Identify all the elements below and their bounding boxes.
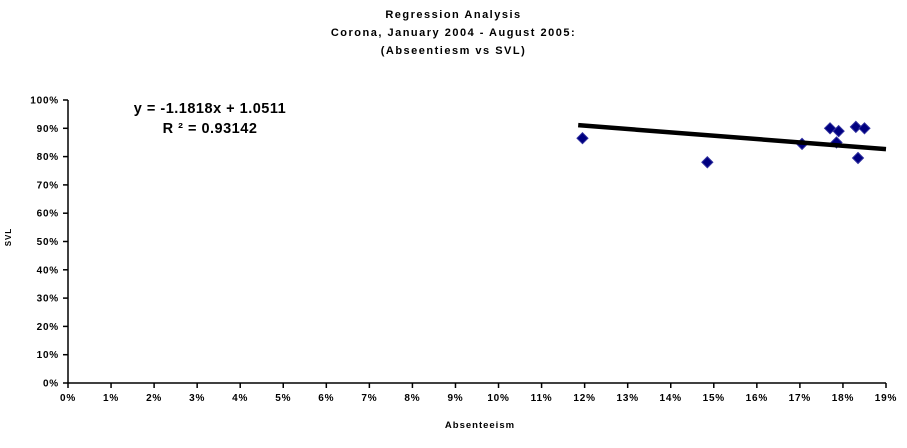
x-tick-label: 18% (832, 393, 854, 404)
x-tick-label: 3% (189, 393, 205, 404)
x-tick-label: 12% (573, 393, 595, 404)
x-tick-label: 5% (275, 393, 291, 404)
data-point (858, 122, 871, 135)
chart-title-line-3: (Abseentiesm vs SVL) (380, 45, 527, 57)
y-tick-label: 80% (37, 152, 59, 163)
y-tick-label: 50% (37, 237, 59, 248)
x-tick-label: 8% (404, 393, 420, 404)
chart-title-line-2: Corona, January 2004 - August 2005: (330, 27, 577, 39)
x-tick-label: 7% (361, 393, 377, 404)
x-tick-label: 9% (447, 393, 463, 404)
trendline-r-squared: R ² = 0.93142 (162, 121, 258, 137)
x-tick-label: 16% (746, 393, 768, 404)
trendline (577, 122, 887, 152)
x-axis-title: Absenteeism (444, 420, 516, 431)
y-tick-label: 10% (37, 350, 59, 361)
data-point (576, 131, 589, 145)
x-tick-label: 0% (60, 393, 76, 404)
y-tick-label: 20% (37, 322, 59, 333)
y-tick-label: 60% (37, 209, 59, 220)
x-tick-label: 6% (318, 393, 334, 404)
data-point (849, 120, 863, 134)
x-tick-label: 17% (789, 393, 811, 404)
y-tick-label: 90% (37, 124, 59, 135)
chart-title-line-1: Regression Analysis (385, 9, 522, 21)
y-tick-label: 30% (37, 294, 59, 305)
data-point (851, 151, 865, 165)
trendline-annotation: y = -1.1818x + 1.0511 R ² = 0.93142 (110, 99, 310, 139)
x-tick-label: 13% (616, 393, 638, 404)
x-tick-label: 1% (103, 393, 119, 404)
x-tick-label: 14% (660, 393, 682, 404)
x-tick-label: 2% (146, 393, 162, 404)
y-tick-label: 100% (30, 96, 59, 107)
data-point (823, 122, 837, 135)
y-tick-label: 0% (43, 379, 59, 390)
trendline-equation: y = -1.1818x + 1.0511 (133, 101, 287, 117)
y-tick-label: 70% (37, 180, 59, 191)
x-tick-label: 11% (531, 393, 553, 404)
data-point (832, 124, 845, 138)
data-point (701, 156, 714, 169)
x-tick-label: 10% (487, 393, 509, 404)
x-tick-label: 19% (875, 393, 897, 404)
x-tick-label: 15% (703, 393, 725, 404)
x-tick-label: 4% (232, 393, 248, 404)
y-tick-label: 40% (37, 265, 59, 276)
chart-title: Regression Analysis Corona, January 2004… (0, 6, 907, 60)
